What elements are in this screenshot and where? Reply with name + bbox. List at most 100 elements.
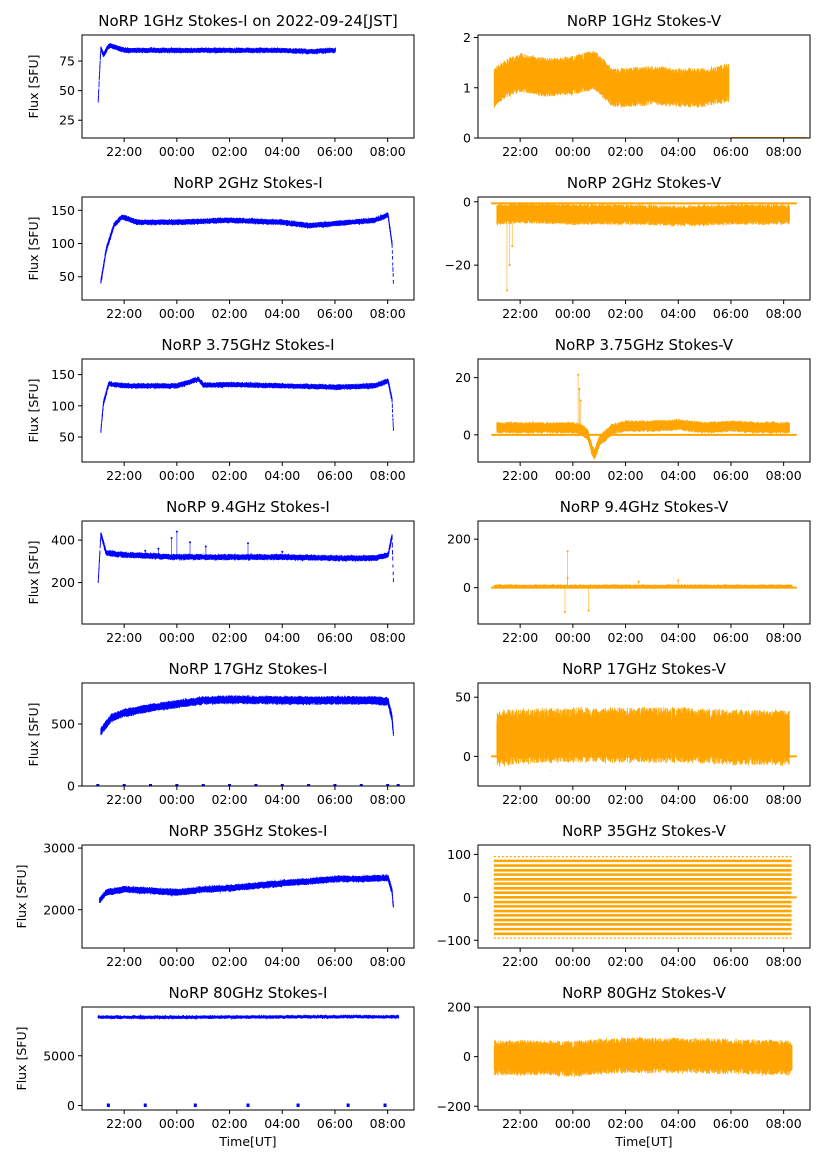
- scatter-point: [644, 90, 646, 91]
- scatter-point: [578, 62, 580, 64]
- scatter-point: [139, 50, 141, 52]
- scatter-point: [572, 72, 574, 74]
- scatter-point: [311, 53, 313, 55]
- scatter-point: [625, 87, 627, 89]
- scatter-column: [98, 76, 100, 81]
- scatter-column: [99, 60, 101, 65]
- x-tick-label: 22:00: [502, 144, 538, 159]
- scatter-point: [540, 64, 542, 66]
- scatter-point: [595, 77, 597, 79]
- scatter-point: [638, 71, 640, 73]
- scatter-point: [549, 77, 551, 79]
- scatter-point: [242, 48, 243, 50]
- scatter-point: [595, 69, 597, 71]
- scatter-point: [528, 52, 530, 54]
- scatter-point: [276, 50, 278, 51]
- scatter-point: [621, 99, 623, 100]
- scatter-point: [717, 85, 719, 87]
- scatter-point: [674, 92, 676, 94]
- scatter-point: [696, 73, 697, 75]
- scatter-point: [530, 88, 531, 90]
- scatter-point: [689, 95, 691, 96]
- scatter-point: [672, 92, 674, 94]
- scatter-point: [684, 72, 685, 74]
- scatter-column: [97, 95, 99, 100]
- scatter-point: [677, 68, 679, 70]
- scatter-point: [587, 62, 589, 64]
- scatter-point: [711, 81, 713, 83]
- scatter-point: [149, 52, 151, 54]
- scatter-point: [524, 78, 526, 80]
- scatter-point: [189, 51, 191, 53]
- scatter-point: [281, 50, 283, 52]
- scatter-point: [211, 48, 213, 50]
- scatter-point: [656, 71, 658, 73]
- scatter-point: [540, 73, 542, 75]
- scatter-point: [703, 92, 705, 94]
- scatter-point: [263, 48, 265, 50]
- scatter-point: [691, 91, 692, 93]
- scatter-point: [531, 62, 533, 64]
- scatter-point: [604, 92, 606, 94]
- scatter-point: [131, 49, 133, 51]
- scatter-point: [577, 63, 579, 65]
- scatter-point: [198, 52, 200, 54]
- scatter-point: [613, 77, 615, 78]
- scatter-point: [156, 51, 158, 52]
- scatter-point: [231, 50, 232, 51]
- scatter-point: [205, 49, 207, 51]
- y-tick-label: 25: [59, 113, 75, 128]
- scatter-point: [103, 54, 104, 56]
- scatter-point: [133, 48, 135, 50]
- scatter-point: [633, 94, 635, 96]
- scatter-point: [638, 98, 640, 100]
- scatter-point: [129, 49, 131, 51]
- scatter-point: [567, 76, 569, 78]
- scatter-point: [165, 48, 167, 50]
- scatter-point: [213, 48, 215, 50]
- scatter-point: [724, 62, 726, 64]
- scatter-point: [294, 50, 296, 52]
- scatter-point: [495, 86, 496, 88]
- scatter-point: [679, 71, 681, 72]
- scatter-point: [672, 86, 673, 88]
- scatter-point: [550, 62, 552, 63]
- scatter-point: [273, 48, 275, 50]
- scatter-point: [196, 50, 198, 52]
- scatter-point: [333, 48, 335, 50]
- scatter-point: [624, 80, 626, 81]
- scatter-point: [173, 51, 175, 52]
- scatter-point: [631, 84, 633, 86]
- scatter-point: [272, 49, 274, 51]
- scatter-point: [164, 49, 166, 51]
- scatter-point: [634, 98, 636, 100]
- scatter-point: [568, 80, 570, 82]
- scatter-point: [325, 52, 326, 54]
- scatter-point: [718, 73, 719, 75]
- scatter-point: [653, 91, 655, 93]
- scatter-point: [251, 51, 253, 52]
- scatter-point: [647, 86, 649, 87]
- scatter-point: [116, 48, 118, 50]
- scatter-point: [258, 47, 260, 49]
- scatter-point: [224, 49, 226, 50]
- scatter-point: [542, 60, 544, 62]
- scatter-point: [579, 80, 580, 82]
- scatter-point: [534, 66, 536, 68]
- scatter-point: [191, 49, 193, 51]
- scatter-point: [207, 48, 209, 49]
- scatter-point: [496, 96, 498, 98]
- scatter-point: [216, 48, 217, 50]
- scatter-point: [579, 85, 581, 87]
- scatter-point: [132, 48, 133, 49]
- scatter-point: [660, 86, 662, 88]
- scatter-point: [566, 61, 568, 63]
- scatter-point: [497, 85, 499, 87]
- scatter-point: [676, 94, 678, 96]
- scatter-column: [97, 98, 99, 103]
- scatter-point: [695, 87, 697, 89]
- scatter-point: [694, 95, 696, 96]
- scatter-point: [503, 84, 505, 86]
